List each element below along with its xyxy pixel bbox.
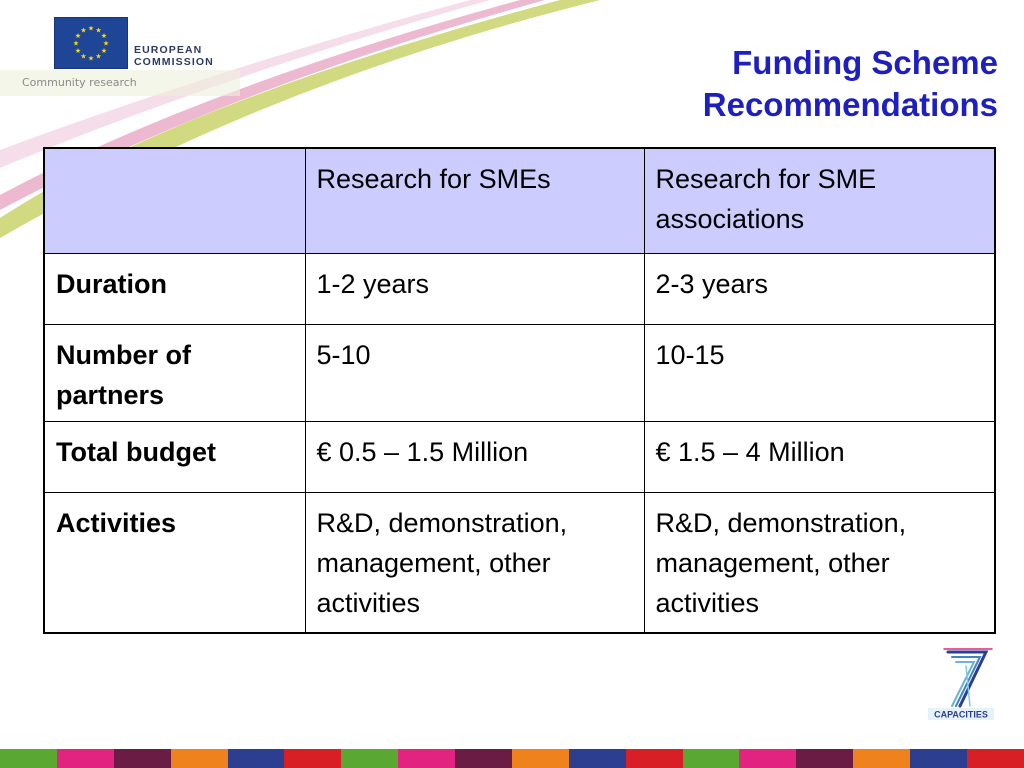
eu-star-icon: ★	[103, 40, 109, 48]
eu-star-icon: ★	[75, 32, 81, 40]
table-header-smes: Research for SMEs	[304, 147, 645, 254]
cell-smes: R&D, demonstration, management, other ac…	[304, 492, 645, 633]
fp7-seven-icon	[943, 648, 993, 708]
stripe-segment	[682, 749, 740, 768]
cell-associations: € 1.5 – 4 Million	[643, 421, 996, 493]
cell-smes: 5-10	[304, 324, 645, 422]
stripe-segment	[511, 749, 569, 768]
table-row-duration: Duration 1-2 years 2-3 years	[43, 253, 996, 325]
stripe-segment	[966, 749, 1024, 768]
eu-star-icon: ★	[95, 27, 101, 35]
european-commission-logo: ★ ★ ★ ★ ★ ★ ★ ★ ★ ★ ★ ★ EUROPEAN COMMISSION Communi…	[0, 0, 240, 100]
table-row-budget: Total budget € 0.5 – 1.5 Million € 1.5 –…	[43, 421, 996, 493]
cell-associations: R&D, demonstration, management, other ac…	[643, 492, 996, 633]
stripe-segment	[284, 749, 342, 768]
row-label: Total budget	[43, 421, 306, 493]
cell-associations: 2-3 years	[643, 253, 996, 325]
stripe-segment	[170, 749, 228, 768]
stripe-segment	[398, 749, 455, 768]
cell-smes: € 0.5 – 1.5 Million	[304, 421, 645, 493]
eu-flag-icon: ★ ★ ★ ★ ★ ★ ★ ★ ★ ★ ★ ★	[54, 17, 128, 69]
community-research-label: Community research	[22, 76, 137, 89]
table-row-activities: Activities R&D, demonstration, managemen…	[43, 492, 996, 633]
eu-star-icon: ★	[88, 55, 94, 63]
eu-star-icon: ★	[80, 27, 86, 35]
eu-star-icon: ★	[95, 53, 101, 61]
eu-star-icon: ★	[73, 40, 79, 48]
table-header-empty	[43, 147, 306, 254]
row-label: Duration	[43, 253, 306, 325]
table-header-associations: Research for SME associations	[643, 147, 996, 254]
eu-star-icon: ★	[80, 53, 86, 61]
capacities-label: CAPACITIES	[934, 710, 988, 720]
organisation-name-line-2: COMMISSION	[134, 56, 214, 68]
cell-smes: 1-2 years	[304, 253, 645, 325]
stripe-segment	[853, 749, 910, 768]
slide-title-line-1: Funding Scheme	[732, 44, 998, 81]
eu-star-icon: ★	[101, 32, 107, 40]
row-label: Activities	[43, 492, 306, 633]
table-header-row: Research for SMEs Research for SME assoc…	[43, 147, 996, 254]
slide-title: Funding Scheme Recommendations	[703, 42, 998, 126]
eu-star-icon: ★	[88, 25, 94, 33]
table-row-partners: Number of partners 5-10 10-15	[43, 324, 996, 422]
slide-title-line-2: Recommendations	[702, 86, 998, 123]
eu-star-icon: ★	[75, 47, 81, 55]
stripe-segment	[568, 749, 626, 768]
stripe-segment	[227, 749, 285, 768]
eu-star-icon: ★	[101, 47, 107, 55]
stripe-segment	[625, 749, 683, 768]
stripe-segment	[341, 749, 399, 768]
cell-associations: 10-15	[643, 324, 996, 422]
row-label: Number of partners	[43, 324, 306, 422]
organisation-name: EUROPEAN COMMISSION	[134, 44, 244, 68]
footer-color-stripe	[0, 749, 1024, 768]
stripe-segment	[455, 749, 512, 768]
stripe-segment	[910, 749, 967, 768]
funding-scheme-table: Research for SMEs Research for SME assoc…	[43, 147, 996, 634]
fp7-capacities-logo: CAPACITIES	[928, 648, 994, 720]
stripe-segment	[56, 749, 114, 768]
organisation-name-line-1: EUROPEAN	[134, 44, 203, 56]
stripe-segment	[739, 749, 797, 768]
stripe-segment	[113, 749, 171, 768]
stripe-segment	[796, 749, 854, 768]
stripe-segment	[0, 749, 57, 768]
